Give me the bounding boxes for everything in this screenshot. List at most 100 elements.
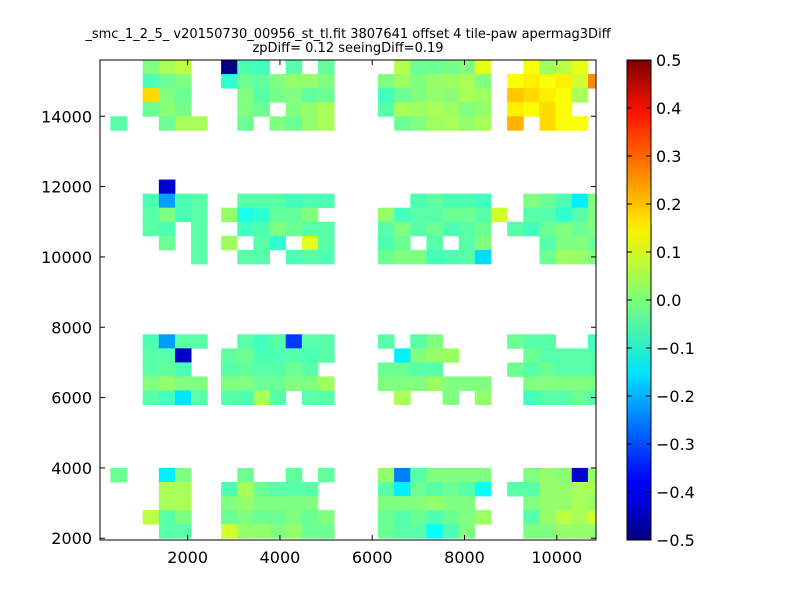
heatmap-cell xyxy=(237,362,254,377)
heatmap-cell xyxy=(555,390,573,406)
heatmap-cell xyxy=(174,60,192,75)
heatmap-cell xyxy=(539,390,557,406)
colorbar-tick-label: −0.1 xyxy=(656,339,695,358)
heatmap-cell xyxy=(539,348,557,363)
heatmap-cells xyxy=(110,60,596,539)
heatmap-cell xyxy=(523,102,540,117)
heatmap-cell xyxy=(142,207,160,223)
heatmap-cell xyxy=(237,481,254,497)
heatmap-cell xyxy=(174,362,192,377)
heatmap-cell xyxy=(523,510,540,525)
heatmap-cell xyxy=(142,510,160,525)
heatmap-cell xyxy=(458,193,476,209)
heatmap-cell xyxy=(191,376,208,391)
heatmap-cell xyxy=(237,193,254,209)
heatmap-cell xyxy=(426,207,443,223)
heatmap-cell xyxy=(458,207,476,223)
heatmap-cell xyxy=(158,334,176,349)
heatmap-cell xyxy=(158,221,176,237)
heatmap-cell xyxy=(285,249,303,265)
heatmap-cell xyxy=(458,74,476,89)
heatmap-cell xyxy=(221,510,238,525)
heatmap-cell xyxy=(174,390,192,406)
heatmap-cell xyxy=(253,60,270,75)
heatmap-cell xyxy=(158,207,176,223)
heatmap-cell xyxy=(442,481,460,497)
heatmap-cell xyxy=(571,249,589,265)
heatmap-cell xyxy=(571,74,589,89)
heatmap-cell xyxy=(539,74,557,89)
heatmap-cell xyxy=(174,496,192,511)
colorbar-tick-label: 0.1 xyxy=(656,243,681,262)
heatmap-cell xyxy=(555,348,573,363)
heatmap-cell xyxy=(410,362,427,377)
heatmap-cell xyxy=(269,116,287,131)
heatmap-cell xyxy=(442,193,460,209)
heatmap-cell xyxy=(507,88,524,103)
heatmap-cell xyxy=(285,376,303,391)
heatmap-cell xyxy=(174,376,192,391)
heatmap-cell xyxy=(523,376,540,391)
heatmap-cell xyxy=(442,221,460,237)
heatmap-cell xyxy=(474,102,492,117)
heatmap-cell xyxy=(269,334,287,349)
heatmap-cell xyxy=(458,467,476,483)
heatmap-cell xyxy=(474,60,492,75)
heatmap-cell xyxy=(221,481,238,497)
heatmap-cell xyxy=(269,510,287,525)
heatmap-cell xyxy=(587,235,596,251)
heatmap-cell xyxy=(410,524,427,539)
heatmap-cell xyxy=(474,376,492,391)
heatmap-cell xyxy=(174,74,192,89)
x-tick-label: 6000 xyxy=(352,548,393,567)
heatmap-cell xyxy=(158,60,176,75)
x-tick-label: 4000 xyxy=(260,548,301,567)
heatmap-cell xyxy=(269,235,287,251)
heatmap-cell xyxy=(174,481,192,497)
heatmap-cell xyxy=(458,481,476,497)
heatmap-cell xyxy=(191,249,208,265)
heatmap-cell xyxy=(237,249,254,265)
heatmap-cell xyxy=(555,376,573,391)
chart-title-line-1: _smc_1_2_5_ v20150730_00956_st_tl.fit 38… xyxy=(84,27,611,42)
heatmap-cell xyxy=(237,207,254,223)
heatmap-cell xyxy=(587,376,596,391)
heatmap-cell xyxy=(269,88,287,103)
heatmap-cell xyxy=(318,74,335,89)
y-axis: 2000 4000 6000 8000 10000 12000 14000 xyxy=(41,107,596,548)
heatmap-cell xyxy=(442,376,460,391)
heatmap-cell xyxy=(410,510,427,525)
heatmap-cell xyxy=(410,60,427,75)
heatmap-cell xyxy=(555,496,573,511)
heatmap-cell xyxy=(426,510,443,525)
heatmap-cell xyxy=(269,390,287,406)
heatmap-cell xyxy=(587,524,596,539)
heatmap-cell xyxy=(174,207,192,223)
heatmap-cell xyxy=(571,235,589,251)
heatmap-cell xyxy=(523,60,540,75)
heatmap-cell xyxy=(410,467,427,483)
heatmap-cell xyxy=(142,348,160,363)
heatmap-cell xyxy=(523,88,540,103)
heatmap-cell xyxy=(174,348,192,363)
heatmap-cell xyxy=(458,102,476,117)
heatmap-cell xyxy=(587,348,596,363)
heatmap-cell xyxy=(253,334,270,349)
heatmap-cell xyxy=(410,88,427,103)
heatmap-cell xyxy=(539,102,557,117)
heatmap-cell xyxy=(269,193,287,209)
heatmap-cell xyxy=(474,481,492,497)
heatmap-cell xyxy=(474,235,492,251)
heatmap-cell xyxy=(587,362,596,377)
heatmap-cell xyxy=(237,524,254,539)
y-tick-label: 10000 xyxy=(41,248,92,267)
heatmap-cell xyxy=(318,376,335,391)
heatmap-cell xyxy=(158,348,176,363)
heatmap-cell xyxy=(394,496,411,511)
heatmap-cell xyxy=(377,249,395,265)
heatmap-cell xyxy=(269,221,287,237)
heatmap-cell xyxy=(523,496,540,511)
heatmap-cell xyxy=(523,467,540,483)
heatmap-cell xyxy=(142,390,160,406)
heatmap-cell xyxy=(158,88,176,103)
